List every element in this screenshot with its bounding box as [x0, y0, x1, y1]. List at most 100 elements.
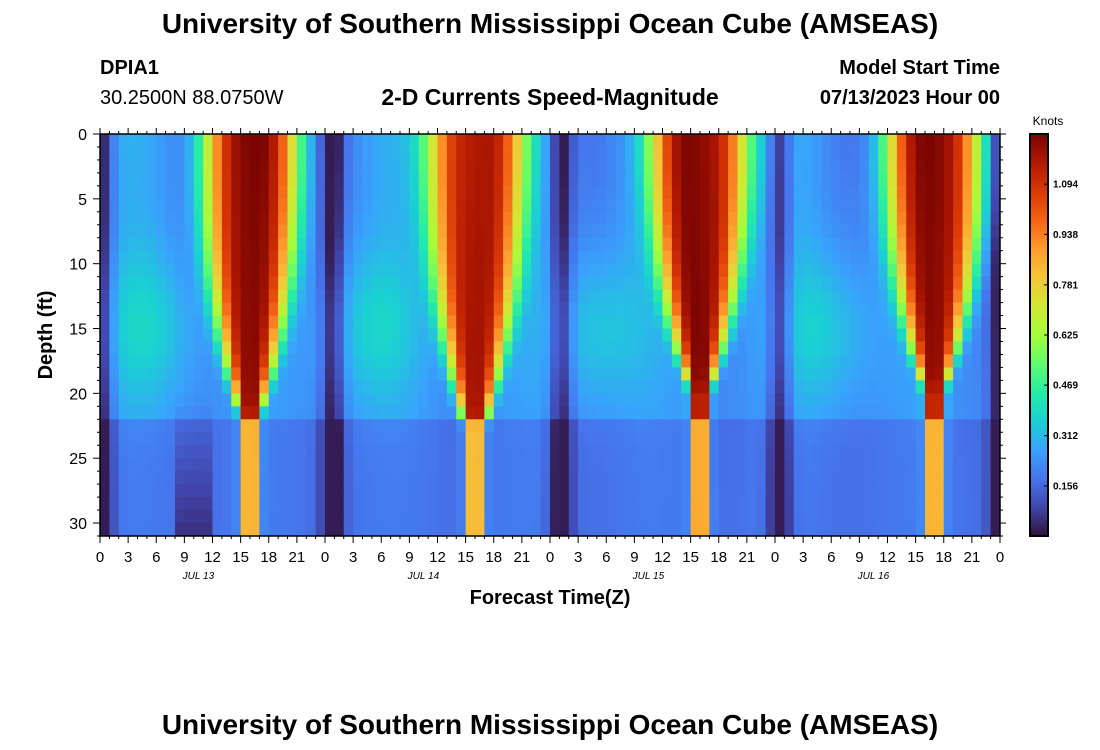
heatmap-cell	[334, 276, 345, 291]
heatmap-cell	[925, 471, 935, 485]
heatmap-cell	[690, 406, 701, 420]
heatmap-cell	[287, 172, 298, 187]
heatmap-cell	[165, 224, 176, 239]
heatmap-cell	[371, 341, 382, 356]
heatmap-cell	[203, 198, 214, 213]
heatmap-cell	[231, 146, 242, 161]
heatmap-cell	[250, 523, 260, 536]
heatmap-cell	[606, 302, 617, 317]
heatmap-cell	[390, 432, 401, 446]
heatmap-cell	[212, 237, 223, 252]
heatmap-cell	[868, 198, 879, 213]
heatmap-cell	[643, 367, 654, 381]
heatmap-cell	[578, 432, 589, 446]
heatmap-cell	[456, 497, 467, 511]
heatmap-cell	[456, 341, 467, 356]
x-tick-label: 18	[710, 549, 727, 566]
heatmap-cell	[578, 471, 589, 485]
heatmap-cell	[175, 445, 185, 459]
heatmap-cell	[531, 445, 542, 459]
heatmap-cell	[643, 185, 654, 200]
heatmap-cell	[550, 198, 560, 213]
heatmap-cell	[896, 406, 907, 420]
heatmap-cell	[859, 224, 870, 239]
heatmap-cell	[484, 523, 495, 536]
heatmap-cell	[915, 159, 926, 174]
heatmap-cell	[643, 341, 654, 356]
heatmap-cell	[278, 159, 289, 174]
heatmap-cell	[606, 393, 617, 407]
heatmap-cell	[128, 432, 139, 446]
heatmap-cell	[859, 263, 870, 278]
heatmap-cell	[109, 224, 120, 239]
heatmap-cell	[437, 250, 448, 265]
heatmap-cell	[578, 393, 589, 407]
heatmap-cell	[287, 484, 298, 498]
heatmap-cell	[700, 250, 710, 265]
heatmap-cell	[137, 484, 148, 498]
heatmap-cell	[953, 159, 964, 174]
heatmap-cell	[268, 159, 279, 174]
heatmap-cell	[381, 419, 392, 433]
heatmap-cell	[287, 237, 298, 252]
heatmap-cell	[756, 510, 767, 524]
heatmap-cell	[568, 367, 579, 381]
heatmap-cell	[371, 263, 382, 278]
heatmap-cell	[465, 134, 476, 148]
heatmap-cell	[203, 406, 214, 420]
heatmap-cell	[887, 224, 898, 239]
heatmap-cell	[587, 367, 598, 381]
heatmap-cell	[390, 211, 401, 226]
heatmap-cell	[737, 198, 748, 213]
heatmap-cell	[981, 484, 992, 498]
heatmap-cell	[343, 497, 354, 511]
heatmap-cell	[137, 315, 148, 330]
heatmap-cell	[184, 315, 195, 330]
heatmap-cell	[446, 523, 457, 536]
heatmap-cell	[662, 250, 673, 265]
heatmap-cell	[587, 224, 598, 239]
heatmap-cell	[531, 341, 542, 356]
heatmap-cell	[559, 185, 570, 200]
heatmap-cell	[550, 406, 560, 420]
heatmap-cell	[259, 380, 270, 394]
heatmap-cell	[456, 134, 467, 148]
heatmap-cell	[784, 315, 795, 330]
x-axis: 0 3 6 9 12 15 18 21 0 3 6 9 12 15 18 21 0 3 6 9 12 15 18 21 0 3 6 9…	[96, 128, 1004, 582]
heatmap-cell	[456, 458, 467, 472]
heatmap-cell	[296, 134, 307, 148]
heatmap-cell	[596, 302, 607, 317]
heatmap-cell	[446, 484, 457, 498]
heatmap-cell	[540, 263, 551, 278]
heatmap-cell	[137, 419, 148, 433]
heatmap-cell	[109, 185, 120, 200]
heatmap-cell	[737, 367, 748, 381]
heatmap-cell	[212, 198, 223, 213]
heatmap-cell	[709, 302, 720, 317]
heatmap-cell	[306, 471, 317, 485]
heatmap-cell	[221, 276, 232, 291]
heatmap-cell	[371, 419, 382, 433]
heatmap-cell	[250, 484, 260, 498]
heatmap-cell	[296, 237, 307, 252]
heatmap-cell	[878, 315, 889, 330]
heatmap-cell	[175, 458, 185, 472]
heatmap-cell	[221, 393, 232, 407]
heatmap-cell	[615, 185, 626, 200]
heatmap-cell	[484, 328, 495, 343]
heatmap-cell	[184, 159, 195, 174]
heatmap-cell	[550, 471, 560, 485]
heatmap-cell	[550, 224, 560, 239]
heatmap-cell	[118, 237, 129, 252]
heatmap-cell	[240, 315, 251, 330]
heatmap-cell	[971, 276, 982, 291]
heatmap-cell	[990, 224, 1000, 239]
heatmap-cell	[231, 328, 242, 343]
heatmap-cell	[240, 523, 251, 536]
heatmap-cell	[428, 134, 439, 148]
heatmap-cell	[400, 510, 410, 524]
heatmap-cell	[250, 458, 260, 472]
heatmap-cell	[653, 224, 664, 239]
heatmap-cell	[409, 406, 420, 420]
heatmap-cell	[428, 445, 439, 459]
